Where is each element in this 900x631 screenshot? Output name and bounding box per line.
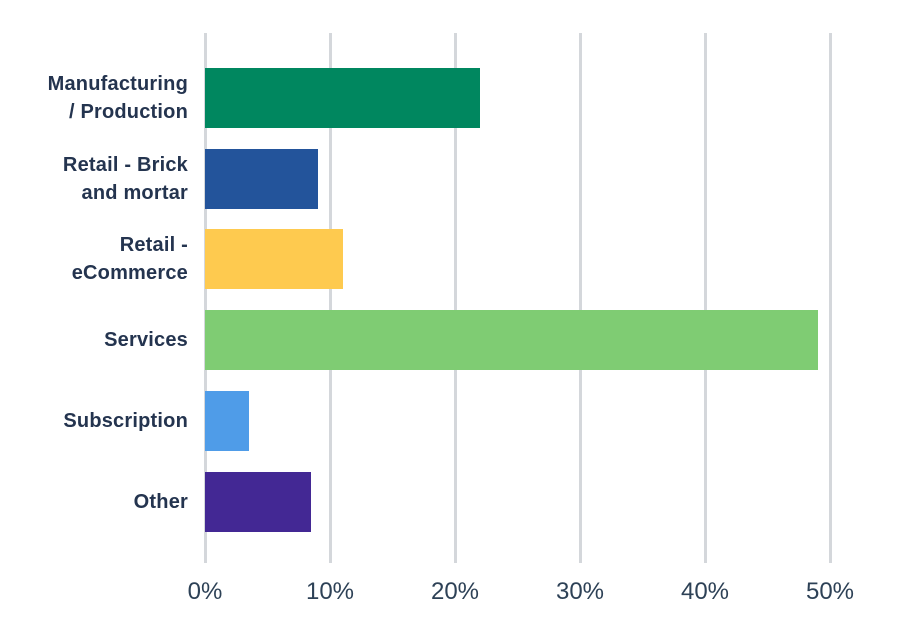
x-tick-label-10pct: 10% [305, 578, 355, 605]
y-axis-category-labels: Manufacturing / Production Retail - Brick… [0, 0, 188, 631]
bar-manufacturing-production [205, 67, 480, 128]
bar-services [205, 310, 818, 371]
gridline-40pct [703, 33, 707, 563]
category-label-subscription: Subscription [63, 409, 188, 432]
x-axis-tick-labels: 0% 10% 20% 30% 40% 50% [0, 578, 900, 610]
gridline-10pct [328, 33, 332, 563]
category-label-services: Services [104, 329, 188, 352]
category-label-retail-ecommerce: Retail - eCommerce [71, 234, 188, 285]
x-tick-label-0pct: 0% [187, 578, 223, 605]
bar-retail-brick-and-mortar [205, 148, 318, 209]
bar-other [205, 471, 312, 532]
x-tick-label-50pct: 50% [805, 578, 855, 605]
bar-subscription [205, 390, 249, 451]
bar-retail-ecommerce [205, 229, 343, 290]
x-tick-label-30pct: 30% [555, 578, 605, 605]
category-label-other: Other [133, 490, 188, 513]
gridline-30pct [578, 33, 582, 563]
gridline-50pct [828, 33, 832, 563]
x-tick-label-20pct: 20% [430, 578, 480, 605]
category-label-manufacturing-production: Manufacturing / Production [47, 72, 188, 123]
category-label-retail-brick-and-mortar: Retail - Brick and mortar [62, 153, 188, 204]
gridline-0pct [203, 33, 207, 563]
plot-area [203, 33, 880, 563]
x-tick-label-40pct: 40% [680, 578, 730, 605]
gridline-20pct [453, 33, 457, 563]
